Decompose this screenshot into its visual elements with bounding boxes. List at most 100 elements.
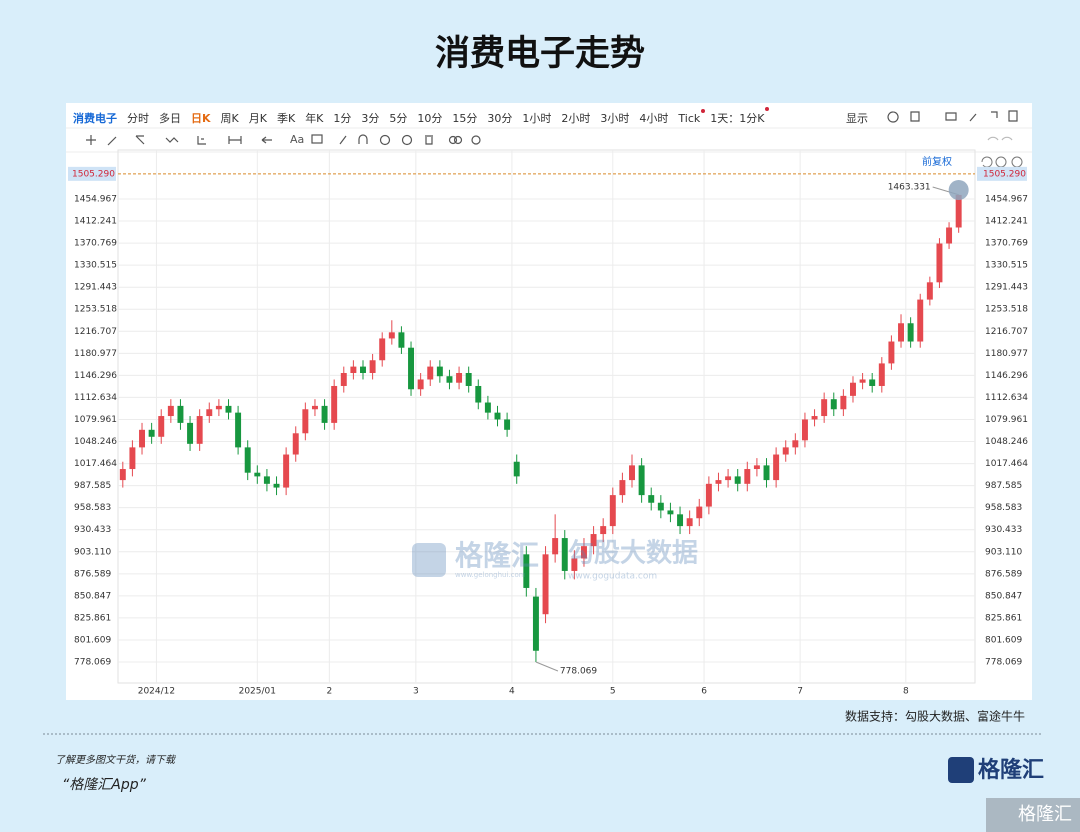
candle-body xyxy=(196,416,203,444)
y-tick-label-right: 850.847 xyxy=(985,591,1022,601)
candle-body xyxy=(484,402,491,413)
y-tick-label: 958.583 xyxy=(74,503,111,513)
candle-body xyxy=(292,433,299,455)
timeframe-tab[interactable]: Tick xyxy=(678,108,706,125)
timeframe-tab[interactable]: 15分 xyxy=(452,112,478,125)
adjust-mode[interactable]: 前复权 xyxy=(922,155,952,168)
candle-body xyxy=(263,476,270,484)
candle-body xyxy=(235,412,242,448)
y-tick-label: 1180.977 xyxy=(74,349,117,359)
y-tick-label: 801.609 xyxy=(74,635,111,645)
y-tick-label: 1146.296 xyxy=(74,371,117,381)
timeframe-tab[interactable]: 月K xyxy=(248,112,267,125)
timeframe-tab[interactable]: 消费电子 xyxy=(73,112,117,125)
candle-body xyxy=(523,554,530,588)
watermark-data: 勾股大数据 xyxy=(568,539,698,569)
y-tick-label: 1112.634 xyxy=(74,393,117,403)
timeframe-tab[interactable]: 1天：1分K xyxy=(710,107,770,125)
x-tick-label: 2 xyxy=(327,687,333,697)
y-tick-label: 1079.961 xyxy=(74,415,117,425)
candle-body xyxy=(763,465,770,481)
candle-body xyxy=(590,534,597,547)
y-tick-label: 1291.443 xyxy=(74,283,117,293)
icon-range xyxy=(228,136,242,144)
candle-body xyxy=(254,472,261,477)
plot: 1454.967 1454.967 1412.241 1412.241 1370.769… xyxy=(68,149,1028,697)
candle-body xyxy=(273,483,280,488)
logo-text: 格隆汇 xyxy=(978,757,1044,783)
candle-body xyxy=(504,419,511,430)
y-tick-label: 987.585 xyxy=(74,481,111,491)
candle-body xyxy=(648,495,655,503)
candle-body xyxy=(388,332,395,339)
candle-body xyxy=(340,373,347,386)
y-tick-label: 1412.241 xyxy=(74,217,117,227)
timeframe-tab[interactable]: 1分 xyxy=(333,112,352,125)
y-tick-label: 1454.967 xyxy=(74,195,117,205)
y-tick-label-right: 958.583 xyxy=(985,503,1022,513)
candle-body xyxy=(821,399,828,417)
candle-body xyxy=(840,395,847,410)
corner-badge xyxy=(986,798,1080,832)
candle-body xyxy=(859,379,866,383)
display-menu[interactable]: 显示 xyxy=(846,112,868,125)
timeframe-tab[interactable]: 2小时 xyxy=(561,112,591,125)
footer-app: “格隆汇App” xyxy=(62,777,147,793)
timeframe-tab[interactable]: 分时 xyxy=(127,112,149,125)
timeframe-tab[interactable]: 5分 xyxy=(389,112,408,125)
footer-text: 了解更多图文干货，请下载 xyxy=(55,754,177,766)
timeframe-tab[interactable]: 3小时 xyxy=(600,112,630,125)
candle-body xyxy=(677,514,684,527)
candle-body xyxy=(398,332,405,348)
candle-body xyxy=(494,412,501,420)
icon-hide xyxy=(401,134,413,146)
toolbar-right: 显示 xyxy=(846,110,878,126)
candle-body xyxy=(753,465,760,470)
candle-body xyxy=(321,405,328,423)
timeframe-tab[interactable]: 3分 xyxy=(361,112,380,125)
candle-body xyxy=(215,405,222,410)
icon-wave xyxy=(165,137,179,143)
timeframe-tab[interactable]: 4小时 xyxy=(639,112,669,125)
y-tick-label: 1253.518 xyxy=(74,305,117,315)
y-tick-label-right: 1048.246 xyxy=(985,437,1028,447)
candle-body xyxy=(850,382,856,396)
timeframe-tab[interactable]: 日K xyxy=(191,112,211,125)
x-tick-label: 2025/01 xyxy=(239,687,276,697)
timeframe-tab[interactable]: 季K xyxy=(276,112,296,125)
timeframe-tab[interactable]: 年K xyxy=(305,112,324,125)
timeframe-tab[interactable]: 1小时 xyxy=(522,112,552,125)
x-tick-label: 5 xyxy=(610,687,616,697)
candle-body xyxy=(542,554,549,615)
watermark-url: www.gelonghui.com xyxy=(455,571,526,579)
candle-body xyxy=(888,341,895,364)
candle-body xyxy=(715,480,722,484)
candle-body xyxy=(561,538,568,571)
icon-link xyxy=(448,135,458,145)
x-tick-label: 6 xyxy=(701,687,707,697)
y-tick-label-right: 1370.769 xyxy=(985,239,1028,249)
candle-body xyxy=(696,506,703,519)
candle-body xyxy=(417,379,424,390)
timeframe-tab[interactable]: 多日 xyxy=(159,112,181,125)
plot-frame xyxy=(117,149,976,684)
price-tag-bg xyxy=(68,166,116,181)
latest-marker[interactable] xyxy=(948,180,969,200)
y-tick-label-right: 801.609 xyxy=(985,635,1022,645)
candle-body xyxy=(532,596,539,651)
candle-body xyxy=(946,227,953,244)
min-leader xyxy=(535,661,559,672)
y-tick-label-right: 1216.707 xyxy=(985,327,1028,337)
y-tick-label: 1216.707 xyxy=(74,327,117,337)
candle-body xyxy=(139,429,145,448)
y-tick-label-right: 825.861 xyxy=(985,613,1022,623)
candle-body xyxy=(206,409,213,417)
max-label: 1463.331 xyxy=(888,183,931,193)
timeframe-tab[interactable]: 周K xyxy=(220,112,239,125)
candle-body xyxy=(907,323,914,342)
price-tag-bg xyxy=(977,166,1027,181)
timeframe-tab[interactable]: 30分 xyxy=(487,112,513,125)
timeframe-tab[interactable]: 10分 xyxy=(417,112,443,125)
